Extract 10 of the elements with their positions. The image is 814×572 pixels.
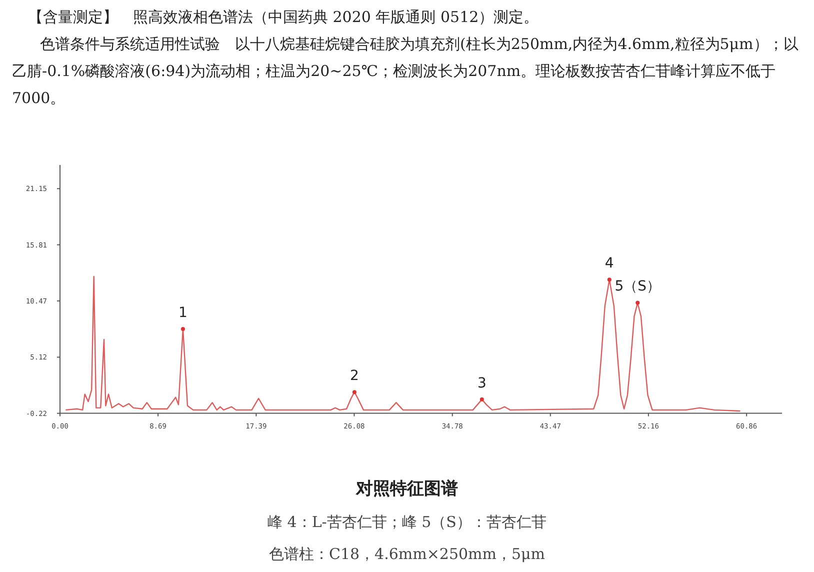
point — [180, 326, 185, 331]
point — [636, 300, 640, 305]
title: 对照特征图谱 — [354, 478, 459, 501]
point — [480, 397, 484, 402]
point — [352, 390, 356, 394]
annotation: 色谱柱：C18，4.6mm×250mm，5μm — [268, 544, 546, 565]
annotation: 【含量测定】 照高效液相色谱法（中国药典 2020 年版通则 0512）测定。 — [28, 7, 540, 28]
annotation: 峰 4：L-苦杏仁苷；峰 5（S）：苦杏仁苷 — [266, 512, 548, 533]
point — [607, 278, 612, 282]
annotation: 色谱条件与系统适用性试验 以十八烷基硅烷键合硅胶为填充剂(柱长为250mm,内径为4.6mm,粒径为5μm）；以乙腈-0.1%磷酸溶液(6:94)为流动相；柱温为20~25℃；检测波长为207nm。理论板数按苦杏仁苷峰计算应不低于 7000。 — [12, 34, 800, 109]
